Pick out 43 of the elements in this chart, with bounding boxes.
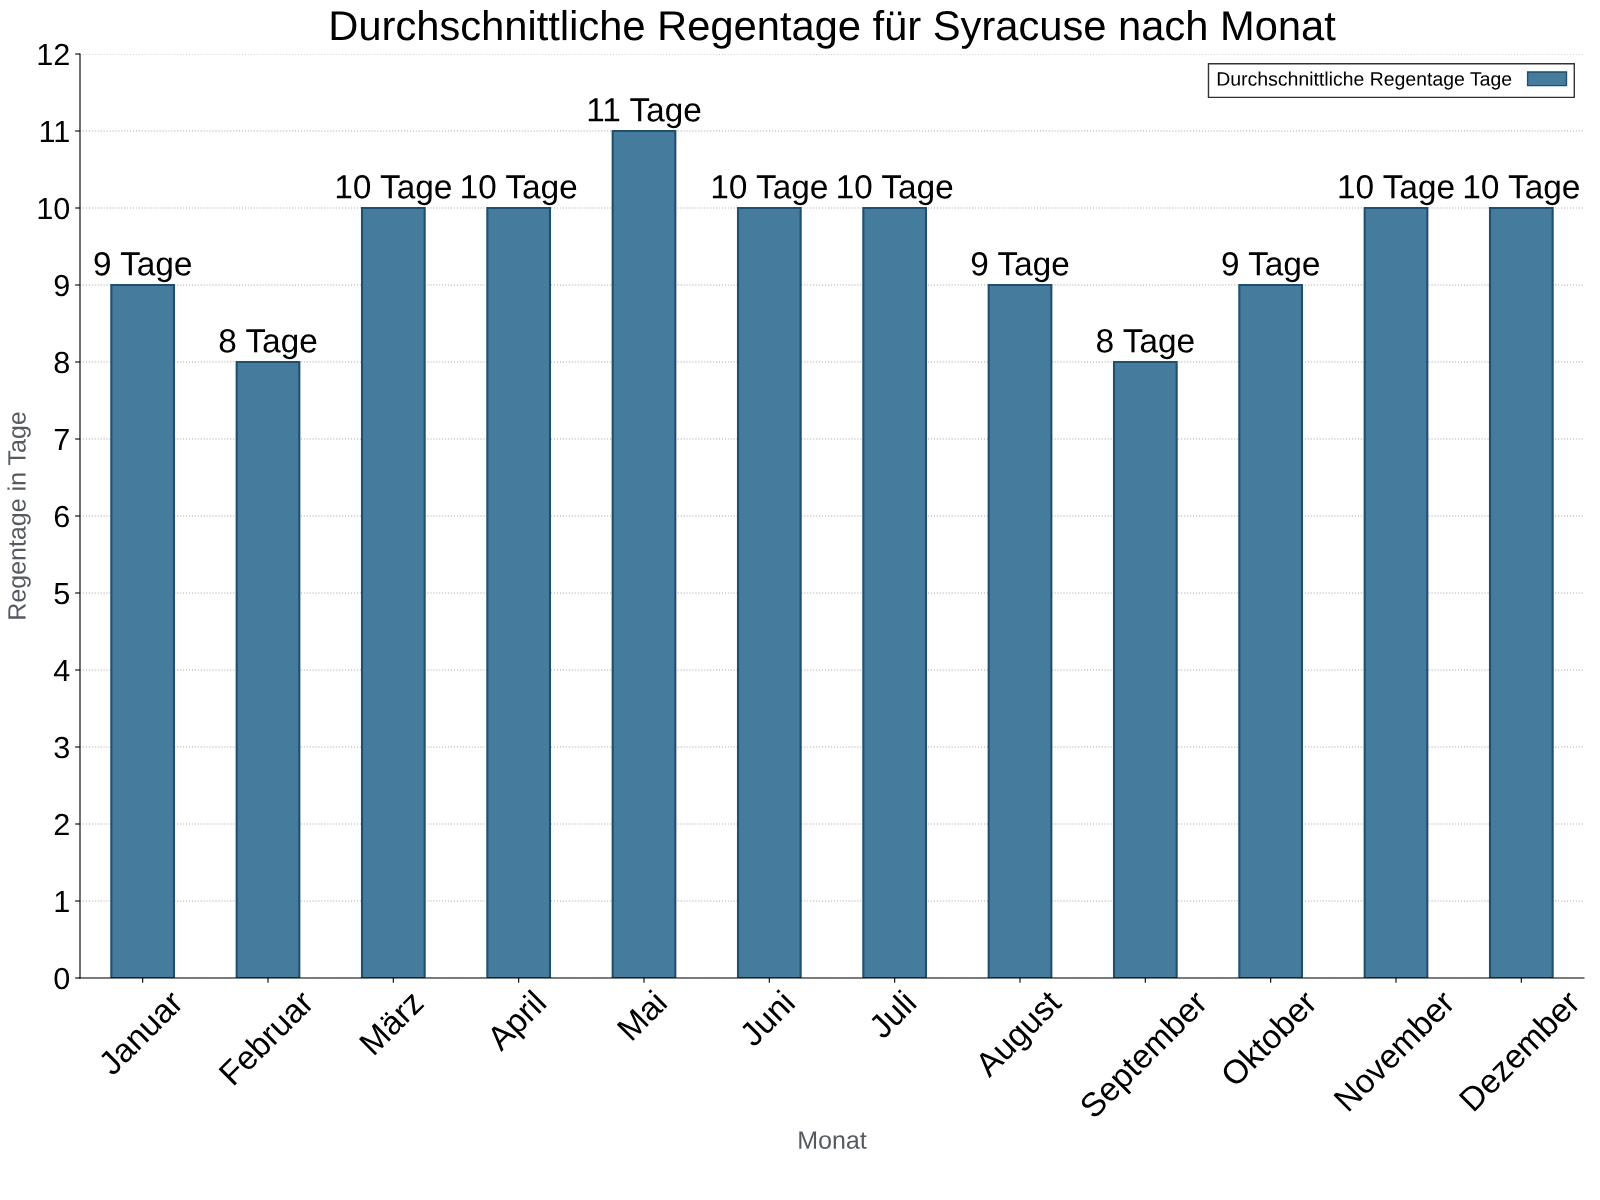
y-tick-label: 8 bbox=[54, 351, 69, 374]
data-label: 8 Tage bbox=[219, 329, 317, 360]
y-tick-label: 6 bbox=[54, 505, 69, 528]
y-tick-label: 11 bbox=[40, 121, 69, 143]
y-tick-label: 7 bbox=[54, 429, 69, 451]
bar bbox=[486, 206, 552, 978]
bar bbox=[611, 129, 677, 978]
y-tick-label: 10 bbox=[38, 197, 70, 220]
x-axis-title: Monat bbox=[799, 1131, 867, 1149]
y-tick-label: 1 bbox=[55, 891, 69, 913]
data-label: 10 Tage bbox=[336, 175, 451, 206]
bar bbox=[1363, 206, 1429, 978]
data-label: 9 Tage bbox=[94, 252, 191, 283]
bar bbox=[1112, 360, 1178, 978]
data-label: 9 Tage bbox=[971, 252, 1069, 283]
bar bbox=[235, 360, 301, 978]
data-label: 10 Tage bbox=[1464, 175, 1579, 206]
data-label: 10 Tage bbox=[712, 175, 827, 206]
legend-label: Durchschnittliche Regentage Tage bbox=[1217, 71, 1512, 90]
bar bbox=[862, 206, 928, 978]
data-label: 10 Tage bbox=[462, 175, 577, 206]
y-tick-label: 9 bbox=[54, 274, 69, 297]
bar bbox=[1238, 283, 1304, 978]
data-label: 11 Tage bbox=[588, 98, 701, 129]
y-tick-label: 12 bbox=[38, 43, 69, 66]
bar bbox=[736, 206, 802, 978]
y-tick-label: 4 bbox=[53, 660, 70, 682]
y-tick-label: 5 bbox=[54, 583, 69, 605]
bar bbox=[110, 283, 176, 978]
y-tick-label: 0 bbox=[54, 967, 70, 990]
y-tick-label: 2 bbox=[54, 813, 69, 836]
x-tick-label: Mai bbox=[615, 989, 668, 1042]
x-tick-label: Juli bbox=[866, 989, 918, 1041]
data-label: 10 Tage bbox=[1339, 175, 1454, 206]
y-tick-label: 3 bbox=[54, 736, 69, 759]
data-label: 9 Tage bbox=[1222, 252, 1319, 283]
y-axis-title: Regentage in Tage bbox=[7, 412, 31, 619]
data-label: 8 Tage bbox=[1097, 329, 1194, 360]
data-label: 10 Tage bbox=[838, 175, 953, 206]
chart-title: Durchschnittliche Regentage für Syracuse nach Monat bbox=[331, 9, 1336, 49]
bar bbox=[987, 283, 1053, 978]
bar bbox=[360, 206, 426, 978]
bar bbox=[1488, 206, 1554, 978]
